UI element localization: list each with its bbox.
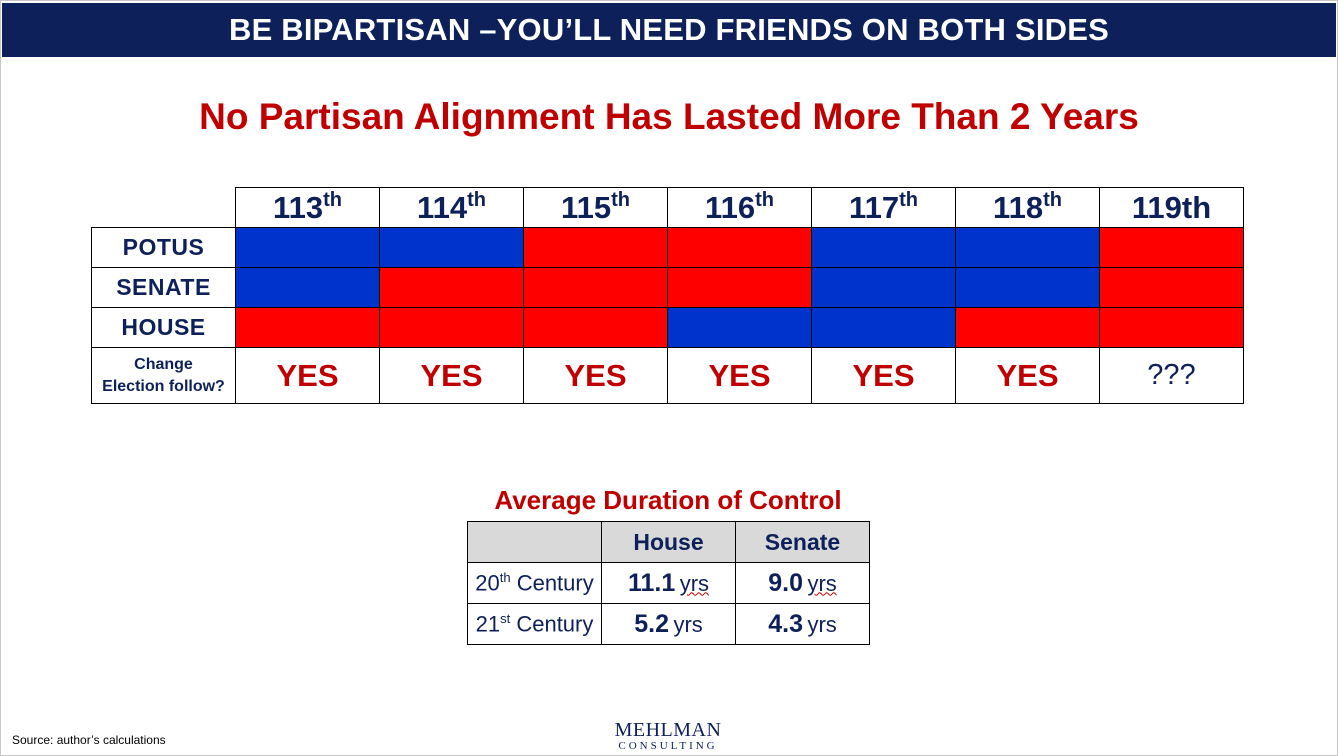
control-cell xyxy=(667,307,812,348)
house-duration: 11.1 yrs xyxy=(601,562,736,604)
avg-header-house: House xyxy=(601,521,736,563)
control-cell xyxy=(811,307,956,348)
congress-header: 114th xyxy=(379,187,524,228)
control-cell xyxy=(955,307,1100,348)
slide-subtitle: No Partisan Alignment Has Lasted More Th… xyxy=(199,96,1139,137)
control-cell xyxy=(379,307,524,348)
row-label-change-election: Change Election follow? xyxy=(91,347,236,404)
congress-header: 115th xyxy=(523,187,668,228)
logo-line-1: MEHLMAN xyxy=(614,719,722,741)
partisan-alignment-table: 113th 114th 115th 116th 117th 118th 119t… xyxy=(91,187,1244,404)
follow-value: YES xyxy=(379,347,524,404)
control-cell xyxy=(1099,267,1244,308)
house-duration: 5.2 yrs xyxy=(601,603,736,645)
control-cell xyxy=(379,267,524,308)
slide-title-bar: BE BIPARTISAN –YOU’LL NEED FRIENDS ON BO… xyxy=(2,3,1336,57)
follow-value: YES xyxy=(523,347,668,404)
congress-header: 116th xyxy=(667,187,812,228)
source-note: Source: author’s calculations xyxy=(12,733,166,747)
avg-duration-title: Average Duration of Control xyxy=(494,485,842,515)
follow-value: YES xyxy=(235,347,380,404)
row-senate: SENATE xyxy=(91,267,1244,308)
avg-row-21st: 21st Century 5.2 yrs 4.3 yrs xyxy=(467,603,870,645)
row-label-house: HOUSE xyxy=(91,307,236,348)
row-house: HOUSE xyxy=(91,307,1244,348)
congress-header: 118th xyxy=(955,187,1100,228)
follow-value: YES xyxy=(667,347,812,404)
row-potus: POTUS xyxy=(91,227,1244,268)
row-label-senate: SENATE xyxy=(91,267,236,308)
control-cell xyxy=(811,267,956,308)
control-cell xyxy=(667,267,812,308)
control-cell xyxy=(379,227,524,268)
control-cell xyxy=(523,227,668,268)
follow-value: YES xyxy=(955,347,1100,404)
century-label: 21st Century xyxy=(467,603,602,645)
control-cell xyxy=(667,227,812,268)
century-label: 20th Century xyxy=(467,562,602,604)
control-cell xyxy=(523,307,668,348)
control-cell xyxy=(523,267,668,308)
logo-line-2: CONSULTING xyxy=(618,740,718,752)
follow-value: YES xyxy=(811,347,956,404)
control-cell xyxy=(235,267,380,308)
control-cell xyxy=(1099,227,1244,268)
control-cell xyxy=(235,307,380,348)
congress-header: 119th xyxy=(1099,187,1244,228)
table-corner xyxy=(92,188,236,228)
senate-duration: 9.0 yrs xyxy=(735,562,870,604)
control-cell xyxy=(235,227,380,268)
congress-header: 113th xyxy=(235,187,380,228)
follow-value-unknown: ??? xyxy=(1099,347,1244,404)
row-change-election: Change Election follow? YES YES YES YES … xyxy=(91,347,1244,404)
avg-header-senate: Senate xyxy=(735,521,870,563)
senate-duration: 4.3 yrs xyxy=(735,603,870,645)
avg-row-20th: 20th Century 11.1 yrs 9.0 yrs xyxy=(467,562,870,604)
row-label-potus: POTUS xyxy=(91,227,236,268)
control-cell xyxy=(955,227,1100,268)
control-cell xyxy=(811,227,956,268)
company-logo: MEHLMAN CONSULTING xyxy=(612,720,724,753)
avg-header-blank xyxy=(467,521,602,563)
slide-title: BE BIPARTISAN –YOU’LL NEED FRIENDS ON BO… xyxy=(229,12,1109,47)
control-cell xyxy=(1099,307,1244,348)
control-cell xyxy=(955,267,1100,308)
congress-header: 117th xyxy=(811,187,956,228)
avg-duration-table: House Senate 20th Century 11.1 yrs 9.0 y… xyxy=(467,521,870,645)
